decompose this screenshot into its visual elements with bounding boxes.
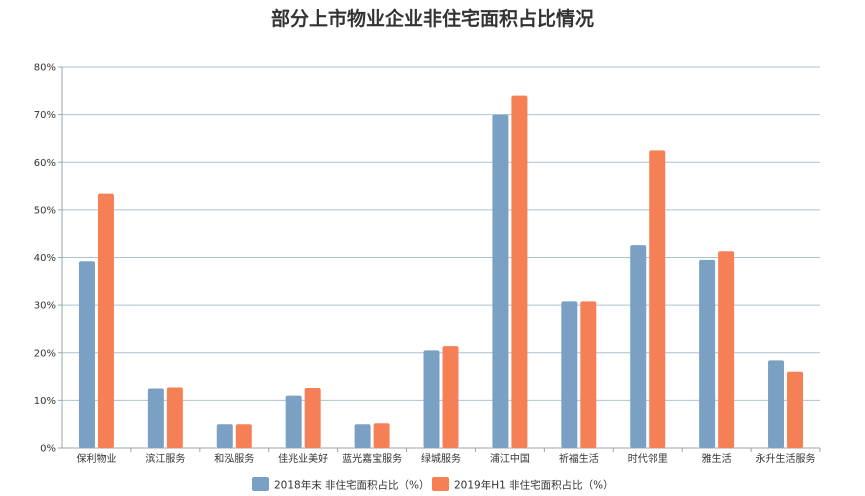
bar	[492, 114, 509, 448]
y-tick-label: 40%	[34, 253, 56, 264]
bar	[97, 193, 114, 448]
y-tick-label: 10%	[34, 396, 56, 407]
y-tick-label: 80%	[34, 63, 56, 74]
x-tick-label: 绿城服务	[421, 452, 461, 465]
bar	[285, 395, 302, 448]
bar	[699, 259, 716, 448]
x-tick-label: 滨江服务	[145, 452, 185, 465]
legend-label: 2019年H1 非住宅面积占比（%）	[454, 479, 614, 492]
bar	[354, 424, 371, 448]
bar	[649, 150, 666, 448]
bar	[235, 424, 252, 448]
x-tick-label: 蓝光嘉宝服务	[342, 452, 402, 465]
bar	[561, 301, 578, 448]
bar	[442, 346, 459, 448]
y-tick-label: 20%	[34, 348, 56, 359]
x-tick-label: 永升生活服务	[756, 452, 816, 465]
y-tick-label: 50%	[34, 205, 56, 216]
legend-swatch	[432, 477, 449, 491]
bar	[216, 424, 233, 448]
x-tick-label: 浦江中国	[490, 452, 530, 465]
bar	[787, 371, 804, 448]
bar	[630, 245, 647, 448]
x-tick-label: 和泓服务	[214, 452, 254, 465]
bar	[78, 261, 95, 448]
x-tick-label: 雅生活	[702, 452, 732, 465]
bar	[147, 388, 164, 448]
y-tick-label: 30%	[34, 301, 56, 312]
bar	[768, 360, 785, 448]
bar	[718, 251, 735, 448]
x-tick-label: 时代邻里	[628, 452, 668, 465]
legend-swatch	[252, 477, 269, 491]
bar	[511, 95, 528, 448]
y-tick-label: 70%	[34, 110, 56, 121]
y-tick-label: 60%	[34, 158, 56, 169]
chart-title: 部分上市物业企业非住宅面积占比情况	[270, 8, 594, 30]
bar	[373, 423, 390, 448]
x-tick-label: 佳兆业美好	[278, 452, 328, 465]
bar	[580, 301, 597, 448]
bar	[304, 387, 321, 448]
y-tick-label: 0%	[40, 444, 56, 455]
x-tick-label: 祈福生活	[559, 452, 599, 465]
bar	[423, 350, 440, 448]
legend-label: 2018年末 非住宅面积占比（%）	[274, 479, 430, 492]
x-tick-label: 保利物业	[76, 452, 116, 465]
bar	[166, 387, 183, 448]
